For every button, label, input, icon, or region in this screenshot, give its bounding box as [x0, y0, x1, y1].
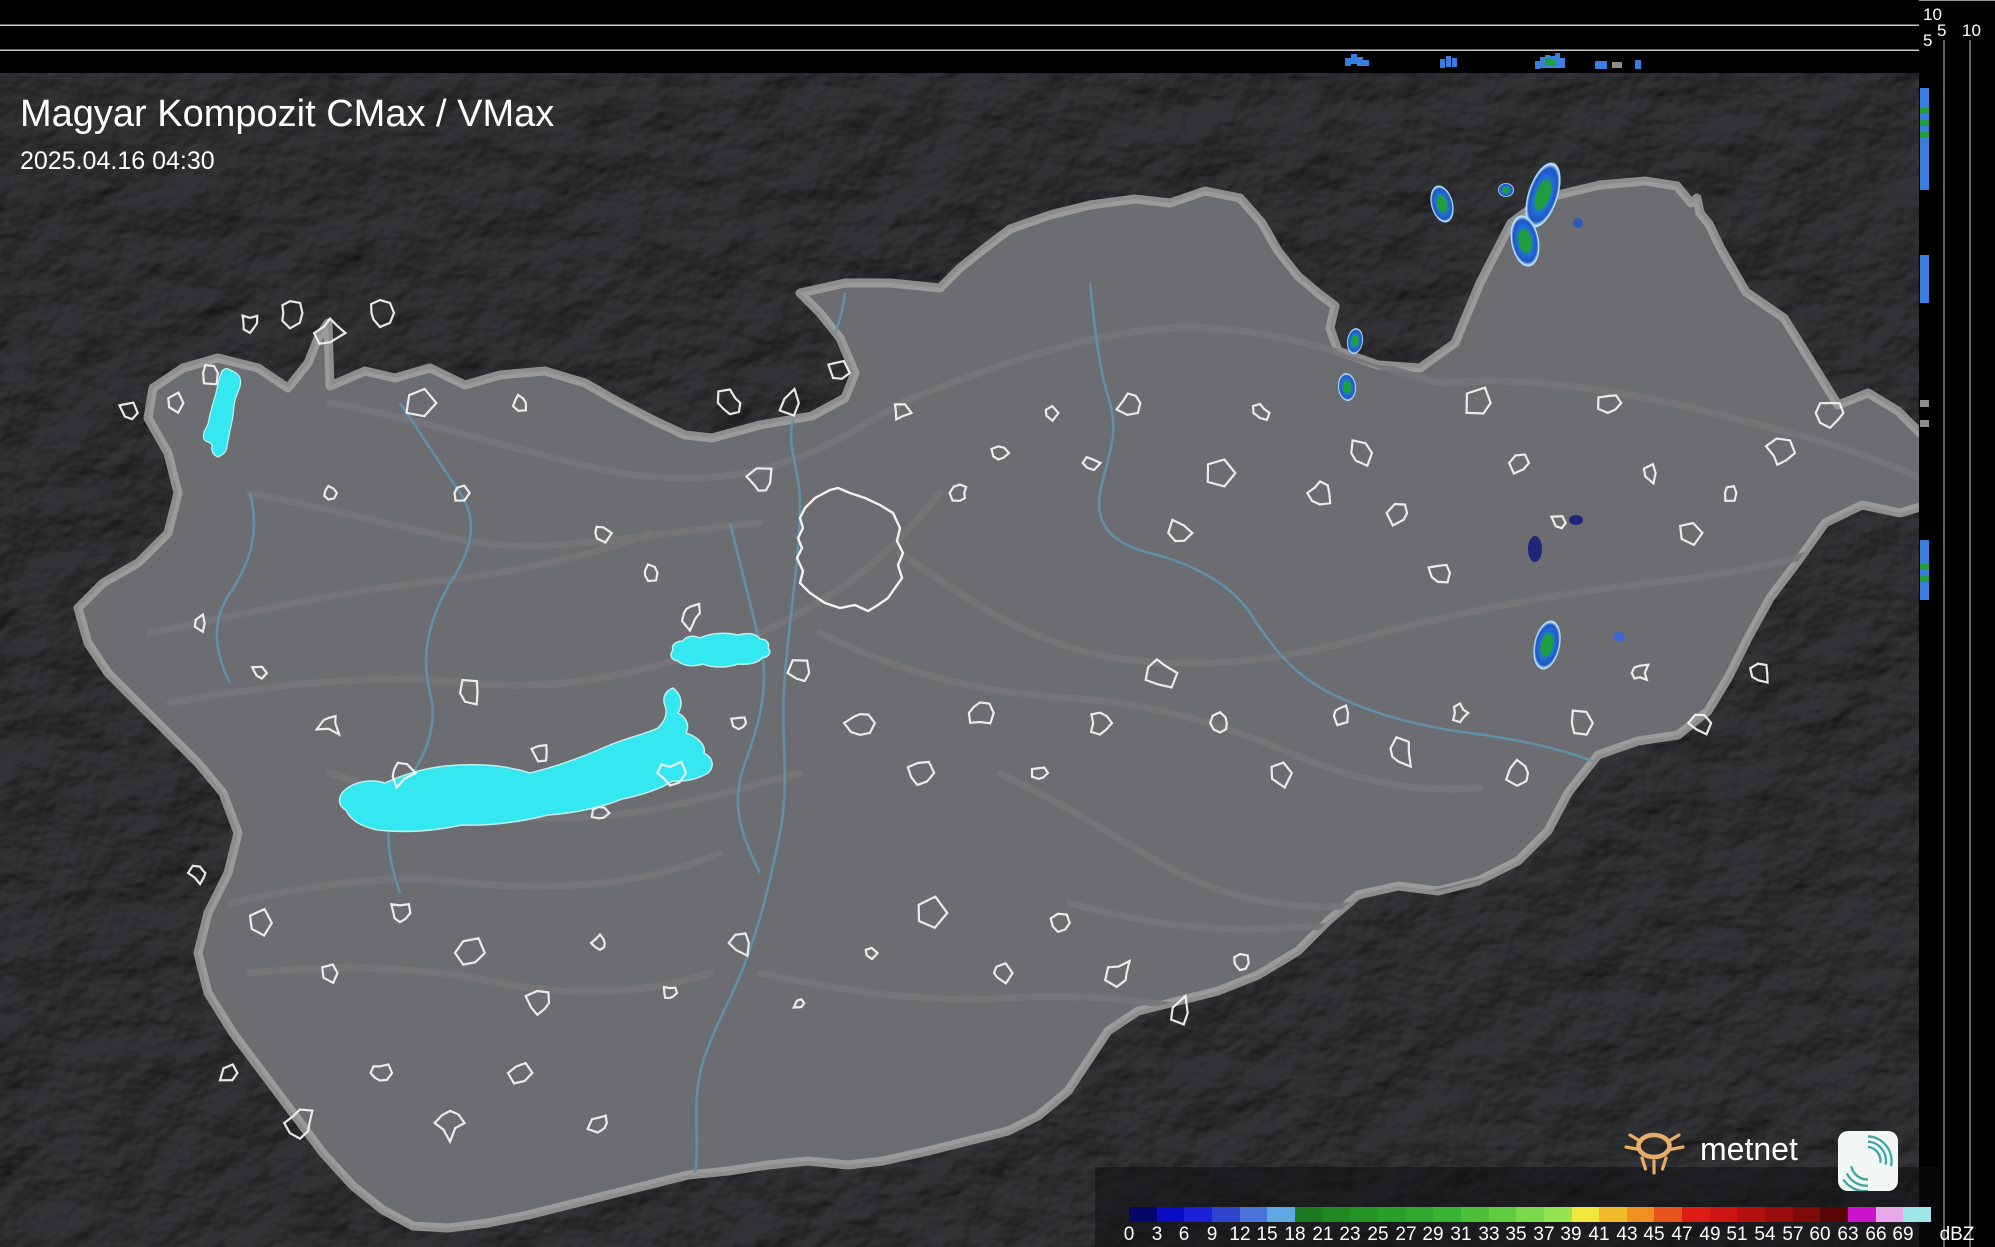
svg-text:5: 5: [1937, 21, 1946, 40]
svg-text:5: 5: [1923, 31, 1932, 50]
svg-text:10: 10: [1962, 21, 1981, 40]
